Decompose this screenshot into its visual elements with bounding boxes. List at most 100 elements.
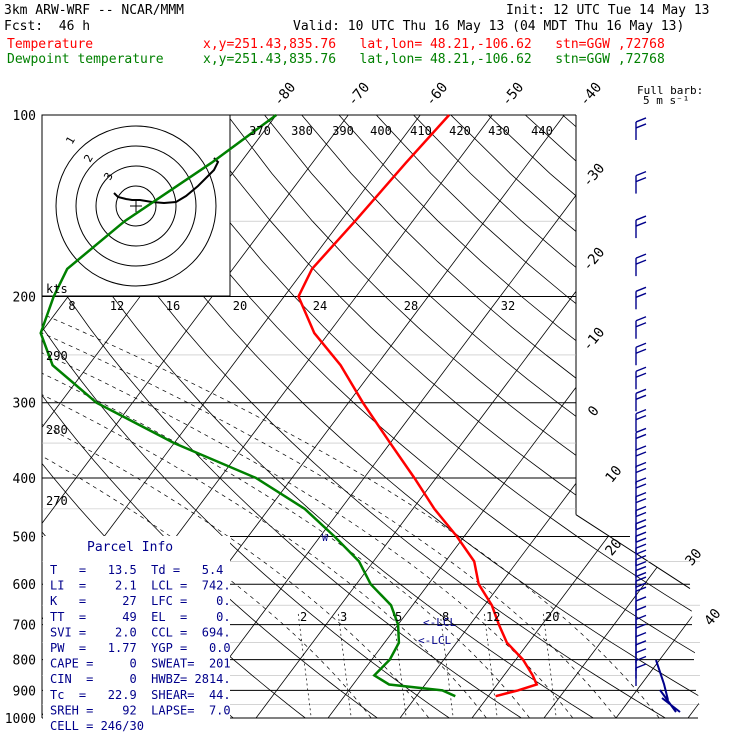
isotherm-label--80: -80: [271, 80, 300, 110]
mixing-ratio-label-5: 5: [395, 610, 402, 624]
init-time: Init: 12 UTC Tue 14 May 13: [506, 3, 710, 18]
parcel-box-bg: [43, 536, 230, 723]
barb-flag1-685: [635, 596, 647, 602]
dry-adiabat-label-430: 430: [488, 124, 510, 138]
barb-flag1-460: [635, 491, 647, 498]
barb-flag2-360: [635, 433, 647, 440]
pressure-label-900: 900: [13, 684, 36, 699]
dry-adiabat-380: [301, 115, 700, 718]
barb-flag1-635: [635, 576, 647, 582]
barb-cluster-bottom: [655, 659, 681, 713]
pressure-label-500: 500: [13, 530, 36, 545]
temperature-location: x,y=251.43,835.76 lat,lon= 48.21,-106.62…: [203, 37, 665, 52]
temperature-line: [297, 114, 539, 698]
mixing-ratio-3: [337, 611, 355, 718]
barb-flag2-460: [635, 497, 647, 504]
wind-barbs: [635, 117, 681, 713]
pressure-label-300: 300: [13, 397, 36, 412]
moist-adiabat-12: [42, 296, 487, 718]
pressure-label-400: 400: [13, 472, 36, 487]
isotherm-20: [543, 115, 700, 718]
barb-flag1-585: [635, 554, 647, 561]
barb-flag2-635: [635, 582, 647, 588]
kts-label: kts: [46, 282, 68, 296]
barb-flag1-860: [635, 655, 647, 662]
barb-flag1-610: [635, 565, 647, 572]
barb-flag1-285: [635, 366, 647, 372]
mixing-ratio-8: [439, 611, 457, 718]
parcel-info-title: Parcel Info: [87, 540, 173, 555]
frame-slant: [575, 514, 691, 589]
isotherm-label--10: -10: [580, 325, 609, 355]
isotherm-label-40: 40: [701, 606, 724, 629]
dry-adiabat-label-410: 410: [410, 124, 432, 138]
barb-flag2-410: [635, 467, 647, 474]
isotherm-label-30: 30: [682, 546, 705, 569]
barb-flag1-835: [635, 648, 647, 654]
isotherm--20: [255, 115, 700, 718]
barb-flag1-435: [635, 477, 647, 483]
dry-adiabat-label-440: 440: [531, 124, 553, 138]
moist-adiabat-18: [42, 296, 530, 718]
mixing-ratio-label-20: 20: [545, 610, 559, 624]
theta-label-270: 270: [46, 494, 68, 508]
dry-adiabat-370: [264, 115, 700, 718]
isotherm--10: [327, 115, 700, 718]
barb-flag1-260: [635, 342, 647, 348]
mixing-ratio-20: [542, 611, 560, 718]
isotherm-label--60: -60: [423, 80, 452, 110]
hodo-ring-20: [115, 185, 157, 227]
pressure-label-200: 200: [13, 291, 36, 306]
parcel-row-0: T = 13.5 Td = 5.4: [50, 563, 223, 577]
barb-flag2-110: [635, 123, 647, 129]
dry-adiabat-410: [413, 115, 700, 718]
barb-flag1-760: [635, 623, 647, 629]
moist-adiabat-30: [42, 296, 617, 718]
dry-adiabat-label-420: 420: [449, 124, 471, 138]
dry-adiabat-490: [712, 115, 740, 718]
moist-adiabat-24: [42, 296, 574, 718]
barb-legend-line1: Full barb:: [637, 84, 703, 97]
barb-flag2-285: [635, 372, 647, 378]
barb-flag1-160: [635, 215, 647, 221]
dry-adiabat-label-390: 390: [332, 124, 354, 138]
sounding-series: [39, 113, 539, 698]
isotherm-label--70: -70: [345, 80, 374, 110]
mixing-ratio-12: [483, 611, 501, 718]
barb-flag2-585: [635, 560, 647, 567]
barb-flag1-735: [635, 614, 647, 621]
dewpoint-line: [39, 113, 456, 698]
barb-flag2-185: [635, 259, 647, 265]
moist-adiabats: [42, 296, 660, 718]
barb-flag1-535: [635, 531, 647, 537]
isotherm-10: [471, 115, 700, 718]
theta-label-290: 290: [46, 349, 68, 363]
moist-adiabat--4: [42, 296, 372, 718]
dewpoint-legend: Dewpoint temperature: [7, 52, 164, 67]
barb-flag1-410: [635, 461, 647, 468]
barb-flag2-385: [635, 451, 647, 457]
parcel-row-9: SREH = 92 LAPSE= 7.0: [50, 703, 231, 717]
parcel-row-4: SVI = 2.0 CCL = 694.: [50, 625, 231, 639]
barb-flag1-560: [635, 543, 647, 549]
dry-adiabat-300: [42, 115, 594, 718]
speed-tick-12: 12: [110, 299, 124, 313]
barb-flag1-135: [635, 170, 647, 177]
barb-flag1-360: [635, 427, 647, 434]
dry-adiabat-330: [115, 115, 700, 718]
dry-adiabat-310: [42, 115, 666, 718]
parcel-row-10: CELL = 246/30: [50, 719, 144, 733]
barb-flag1-210: [635, 286, 647, 292]
dry-adiabat-470: [636, 115, 700, 718]
barb-flag2-560: [635, 549, 647, 555]
barb-flag1-110: [635, 117, 647, 123]
pressure-label-1000: 1000: [5, 712, 36, 727]
barb-flag1-185: [635, 253, 647, 259]
dry-adiabat-430: [487, 115, 700, 718]
parcel-info-box: Parcel Info T = 13.5 Td = 5.4 LI = 2.1 LCL…: [43, 536, 231, 733]
parcel-row-5: PW = 1.77 YGP = 0.0: [50, 641, 231, 655]
barb-flag1-235: [635, 316, 647, 322]
parcel-row-3: TT = 49 EL = 0.: [50, 610, 231, 624]
isotherm-label--20: -20: [580, 245, 609, 275]
